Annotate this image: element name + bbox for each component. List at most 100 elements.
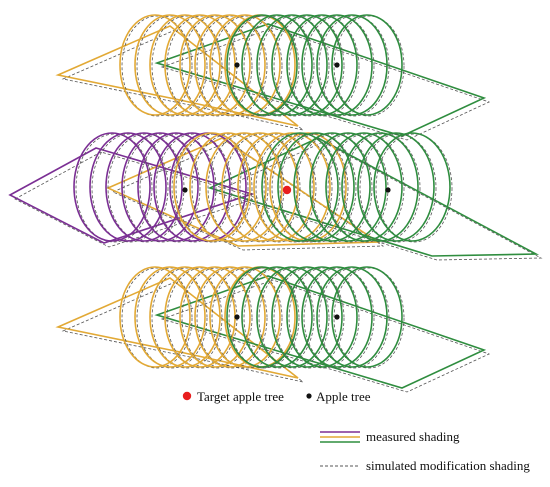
middle-purple-shading-measured bbox=[73, 132, 151, 242]
middle-yellow-shading-measured bbox=[205, 132, 283, 242]
middle-purple-shading-simulated bbox=[139, 133, 217, 243]
top-green-shading-measured bbox=[301, 14, 373, 116]
middle-green-shading-simulated bbox=[375, 133, 453, 243]
bottom-yellow-shading-measured bbox=[179, 266, 251, 368]
top-apple-tree-2 bbox=[334, 62, 340, 68]
top-green-shading-simulated bbox=[318, 15, 390, 117]
bottom-green-shading-simulated bbox=[273, 267, 345, 369]
bottom-yellow-shading-measured bbox=[119, 266, 191, 368]
bottom-yellow-shading-simulated bbox=[121, 267, 193, 369]
middle-yellow-shading-simulated bbox=[223, 133, 301, 243]
top-green-shading-measured bbox=[241, 14, 313, 116]
middle-green-shading-measured bbox=[277, 132, 355, 242]
top-green-shading-measured bbox=[286, 14, 358, 116]
middle-purple-shading-measured bbox=[153, 132, 231, 242]
target-apple-tree bbox=[282, 185, 292, 195]
middle-yellow-polygon-simulated bbox=[112, 141, 385, 251]
top-green-shading-simulated bbox=[243, 15, 315, 117]
middle-purple-shading-measured bbox=[89, 132, 167, 242]
bottom-yellow-shading-measured bbox=[209, 266, 281, 368]
middle-purple-shading-measured bbox=[105, 132, 183, 242]
bottom-green-shading-simulated bbox=[243, 267, 315, 369]
top-yellow-shading-measured bbox=[149, 14, 221, 116]
bottom-yellow-polygon-measured bbox=[55, 277, 299, 379]
top-green-shading-simulated bbox=[333, 15, 405, 117]
bottom-green-shading-simulated bbox=[303, 267, 375, 369]
middle-green-shading-measured bbox=[309, 132, 387, 242]
middle-yellow-shading-simulated bbox=[255, 133, 333, 243]
bottom-green-shading-simulated bbox=[333, 267, 405, 369]
bottom-green-shading-measured bbox=[226, 266, 298, 368]
middle-green-shading-measured bbox=[373, 132, 451, 242]
legend-target-label: Target apple tree bbox=[197, 389, 284, 404]
shading-rows bbox=[8, 14, 543, 393]
top-apple-tree-1 bbox=[234, 62, 240, 68]
top-yellow-polygon-measured bbox=[55, 25, 299, 127]
top-green-shading-simulated bbox=[258, 15, 330, 117]
bottom-yellow-shading-measured bbox=[194, 266, 266, 368]
middle-purple-shading-simulated bbox=[123, 133, 201, 243]
top-green-shading-measured bbox=[331, 14, 403, 116]
top-yellow-shading-simulated bbox=[151, 15, 223, 117]
middle-green-shading-simulated bbox=[263, 133, 341, 243]
middle-green-shading-measured bbox=[357, 132, 435, 242]
legend: Target apple tree Apple tree measured sh… bbox=[182, 389, 530, 473]
legend-measured-label: measured shading bbox=[366, 429, 460, 444]
top-green-shading-measured bbox=[256, 14, 328, 116]
middle-green-shading-simulated bbox=[359, 133, 437, 243]
bottom-green-shading-measured bbox=[286, 266, 358, 368]
bottom-yellow-shading-simulated bbox=[196, 267, 268, 369]
top-green-shading-simulated bbox=[228, 15, 300, 117]
middle-purple-shading-simulated bbox=[91, 133, 169, 243]
top-yellow-shading-measured bbox=[134, 14, 206, 116]
top-yellow-shading-measured bbox=[119, 14, 191, 116]
top-green-shading-simulated bbox=[273, 15, 345, 117]
middle-yellow-shading-measured bbox=[221, 132, 299, 242]
top-yellow-shading-simulated bbox=[211, 15, 283, 117]
bottom-yellow-shading-simulated bbox=[211, 267, 283, 369]
top-yellow-shading-simulated bbox=[136, 15, 208, 117]
middle-yellow-shading-simulated bbox=[175, 133, 253, 243]
middle-yellow-shading-simulated bbox=[191, 133, 269, 243]
middle-purple-shading-measured bbox=[121, 132, 199, 242]
middle-purple-shading-simulated bbox=[155, 133, 233, 243]
bottom-yellow-shading-simulated bbox=[136, 267, 208, 369]
target-apple-tree-marker bbox=[182, 391, 192, 401]
top-green-shading-measured bbox=[271, 14, 343, 116]
middle-apple-tree-2 bbox=[385, 187, 391, 193]
top-yellow-shading-simulated bbox=[121, 15, 193, 117]
middle-yellow-shading-measured bbox=[189, 132, 267, 242]
middle-green-shading-simulated bbox=[279, 133, 357, 243]
bottom-yellow-shading-simulated bbox=[151, 267, 223, 369]
middle-yellow-shading-simulated bbox=[239, 133, 317, 243]
bottom-apple-tree-1 bbox=[234, 314, 240, 320]
top-green-shading-simulated bbox=[288, 15, 360, 117]
bottom-green-shading-measured bbox=[331, 266, 403, 368]
legend-tree-label: Apple tree bbox=[316, 389, 371, 404]
bottom-green-shading-measured bbox=[256, 266, 328, 368]
top-green-shading-measured bbox=[316, 14, 388, 116]
middle-yellow-shading-simulated bbox=[271, 133, 349, 243]
top-green-shading-simulated bbox=[303, 15, 375, 117]
top-green-shading-measured bbox=[226, 14, 298, 116]
middle-green-shading-measured bbox=[341, 132, 419, 242]
bottom-green-shading-simulated bbox=[228, 267, 300, 369]
middle-green-shading-simulated bbox=[343, 133, 421, 243]
bottom-green-shading-simulated bbox=[288, 267, 360, 369]
bottom-yellow-shading-simulated bbox=[181, 267, 253, 369]
bottom-green-shading-measured bbox=[271, 266, 343, 368]
bottom-green-shading-measured bbox=[301, 266, 373, 368]
middle-green-shading-simulated bbox=[327, 133, 405, 243]
top-yellow-shading-simulated bbox=[196, 15, 268, 117]
middle-green-polygon-measured bbox=[207, 137, 540, 257]
top-yellow-shading-simulated bbox=[181, 15, 253, 117]
bottom-yellow-shading-measured bbox=[134, 266, 206, 368]
top-yellow-shading-measured bbox=[209, 14, 281, 116]
middle-yellow-shading-measured bbox=[173, 132, 251, 242]
middle-purple-shading-simulated bbox=[75, 133, 153, 243]
bottom-green-shading-measured bbox=[316, 266, 388, 368]
middle-purple-shading-measured bbox=[137, 132, 215, 242]
middle-yellow-shading-measured bbox=[237, 132, 315, 242]
bottom-apple-tree-2 bbox=[334, 314, 340, 320]
